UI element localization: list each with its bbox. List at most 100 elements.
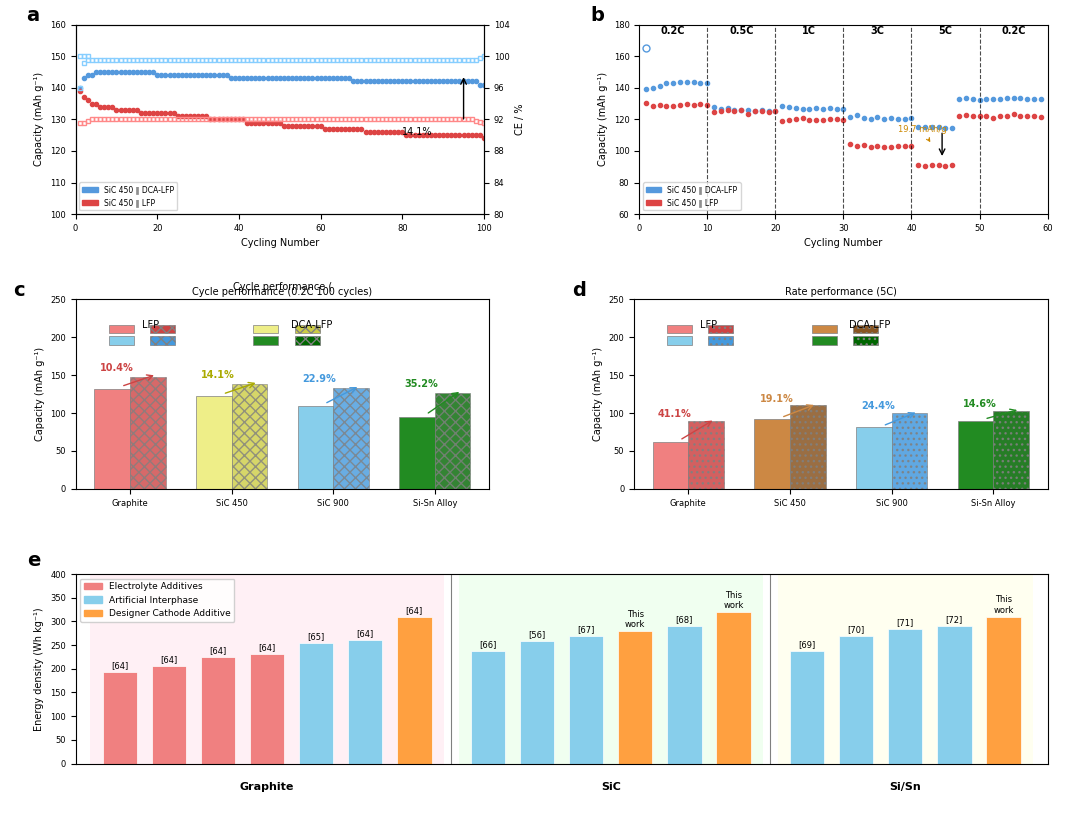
Bar: [667, 337, 692, 345]
SiC 450 ∥ LFP: [167, 108, 180, 118]
SiC 450 ∥ DCA-LFP: [172, 71, 185, 80]
Bar: [150, 337, 175, 345]
Text: [64]: [64]: [111, 661, 129, 670]
SiC 450 ∥ DCA-LFP: [461, 76, 474, 86]
Text: [64]: [64]: [356, 630, 374, 639]
Bar: [201, 658, 235, 764]
X-axis label: Cycling Number: Cycling Number: [805, 238, 882, 249]
Bar: [91, 574, 444, 764]
Bar: [109, 325, 134, 333]
Text: 22.9%: 22.9%: [302, 374, 337, 384]
Text: This
work: This work: [724, 590, 744, 610]
SiC 450 ∥ DCA-LFP: [285, 73, 298, 83]
Bar: [295, 325, 320, 333]
Bar: [716, 612, 751, 764]
Bar: [937, 626, 972, 764]
Y-axis label: Capacity (mAh g⁻¹): Capacity (mAh g⁻¹): [35, 347, 44, 441]
Text: 5C: 5C: [939, 26, 953, 36]
SiC 450 ∥ DCA-LFP: [477, 80, 490, 89]
Text: 19.7 mAh/g: 19.7 mAh/g: [897, 125, 946, 141]
Text: 3C: 3C: [870, 26, 885, 36]
Text: 24.4%: 24.4%: [861, 401, 895, 411]
Text: 10.4%: 10.4%: [99, 363, 133, 373]
Bar: [254, 325, 279, 333]
Bar: [397, 617, 432, 764]
Bar: [519, 641, 554, 764]
Bar: [150, 325, 175, 333]
SiC 450 ∥ LFP: [445, 131, 458, 140]
Text: [71]: [71]: [896, 617, 914, 626]
Bar: [708, 337, 733, 345]
Legend: SiC 450 ∥ DCA-LFP, SiC 450 ∥ LFP: SiC 450 ∥ DCA-LFP, SiC 450 ∥ LFP: [80, 182, 177, 210]
Text: DCA-LFP: DCA-LFP: [849, 320, 890, 330]
Text: 19.1%: 19.1%: [759, 393, 793, 404]
Bar: [295, 337, 320, 345]
Bar: [812, 325, 837, 333]
SiC 450 ∥ LFP: [151, 108, 164, 118]
Text: [68]: [68]: [676, 615, 693, 624]
Bar: [249, 654, 284, 764]
Bar: [334, 388, 368, 488]
Text: DCA-LFP: DCA-LFP: [291, 320, 332, 330]
Text: [72]: [72]: [946, 615, 963, 624]
SiC 450 ∥ LFP: [282, 121, 295, 131]
Bar: [853, 337, 878, 345]
Bar: [231, 384, 267, 488]
Legend: SiC 450 ∥ DCA-LFP, SiC 450 ∥ LFP: SiC 450 ∥ DCA-LFP, SiC 450 ∥ LFP: [643, 182, 741, 210]
Text: [69]: [69]: [798, 640, 815, 649]
Bar: [839, 635, 874, 764]
SiC 450 ∥ LFP: [477, 133, 490, 143]
Title: Rate performance (5C): Rate performance (5C): [785, 287, 896, 297]
Text: [64]: [64]: [210, 646, 227, 655]
Bar: [254, 337, 279, 345]
Bar: [459, 574, 762, 764]
Bar: [892, 413, 927, 488]
Text: [64]: [64]: [406, 606, 423, 615]
Bar: [667, 325, 692, 333]
Legend: Electrolyte Additives, Artificial Interphase, Designer Cathode Additive: Electrolyte Additives, Artificial Interp…: [80, 579, 234, 621]
Bar: [755, 419, 789, 488]
Bar: [958, 420, 994, 488]
Y-axis label: CE / %: CE / %: [515, 103, 525, 135]
Text: [56]: [56]: [528, 631, 545, 640]
Bar: [197, 397, 231, 488]
Bar: [130, 377, 165, 488]
Text: Si/Sn: Si/Sn: [889, 782, 921, 791]
Bar: [688, 420, 724, 488]
Text: 0.2C: 0.2C: [661, 26, 686, 36]
SiC 450 ∥ LFP: [457, 131, 470, 140]
Bar: [778, 574, 1032, 764]
Bar: [400, 417, 435, 488]
Text: 0.5C: 0.5C: [729, 26, 754, 36]
Bar: [789, 406, 825, 488]
Bar: [298, 406, 334, 488]
Text: a: a: [27, 6, 40, 25]
Text: e: e: [27, 552, 40, 571]
Text: b: b: [590, 6, 604, 25]
SiC 450 ∥ DCA-LFP: [319, 73, 332, 83]
Bar: [994, 410, 1029, 488]
Text: [64]: [64]: [160, 655, 177, 664]
Text: 0.2C: 0.2C: [1001, 26, 1026, 36]
Bar: [471, 651, 505, 764]
Bar: [856, 428, 892, 488]
SiC 450 ∥ LFP: [314, 121, 327, 131]
Bar: [652, 442, 688, 488]
Text: SiC: SiC: [600, 782, 621, 791]
SiC 450 ∥ DCA-LFP: [154, 71, 167, 80]
Text: [64]: [64]: [258, 643, 275, 652]
Bar: [888, 629, 922, 764]
Bar: [569, 635, 604, 764]
Text: [66]: [66]: [480, 640, 497, 649]
Line: SiC 450 ∥ DCA-LFP: SiC 450 ∥ DCA-LFP: [78, 70, 486, 89]
Bar: [618, 631, 652, 764]
Bar: [435, 392, 471, 488]
Text: 14.1%: 14.1%: [201, 370, 234, 380]
Title: Cycle performance (0.2C 100 cycles): Cycle performance (0.2C 100 cycles): [192, 287, 373, 297]
Bar: [667, 626, 702, 764]
Text: d: d: [572, 281, 585, 300]
Bar: [109, 337, 134, 345]
Text: LFP: LFP: [141, 320, 159, 330]
Text: [70]: [70]: [848, 625, 865, 634]
Text: Graphite: Graphite: [240, 782, 294, 791]
